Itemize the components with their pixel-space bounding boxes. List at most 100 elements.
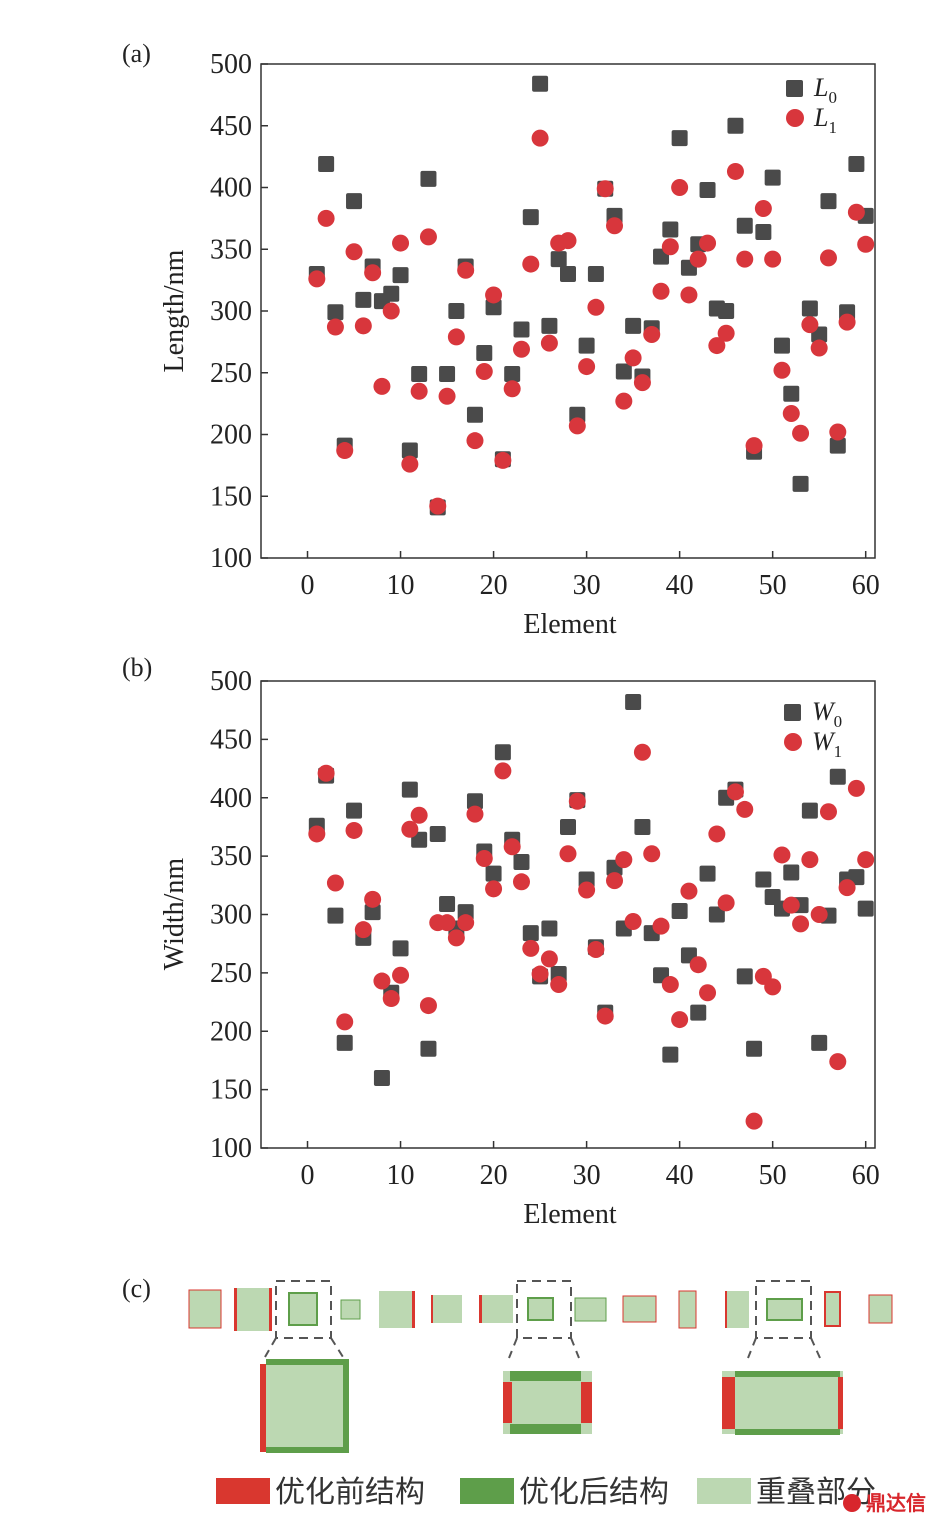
x-tick-label: 0 [301,570,315,601]
structure-edge [725,1291,727,1328]
data-point-square [401,442,418,459]
x-tick-label: 60 [852,1160,880,1191]
data-point-square [662,1046,679,1063]
zoom-selection-boxes [275,1280,812,1339]
data-point-circle [819,249,837,267]
data-point-square [373,1069,390,1086]
data-point-circle [754,199,772,217]
y-tick-label: 350 [210,841,252,872]
data-point-square [783,385,800,402]
legend-square-marker [786,80,803,97]
data-point-circle [587,298,605,316]
structure-element [479,1295,513,1323]
y-tick-label: 250 [210,958,252,989]
data-point-circle [326,318,344,336]
y-tick-label: 100 [210,1133,252,1164]
data-point-square [346,193,363,210]
data-point-circle [736,250,754,268]
data-point-circle [447,929,465,947]
data-point-circle [578,881,596,899]
data-point-circle [438,387,456,405]
guide-line [570,1337,580,1359]
data-point-circle [596,1007,614,1025]
data-point-circle [401,455,419,473]
y-tick-label: 450 [210,111,252,142]
guide-line [810,1337,821,1359]
data-point-circle [308,825,326,843]
data-point-square [671,902,688,919]
x-ticks: 0 10 20 30 40 50 60 [301,1141,880,1191]
structure-element [188,1289,222,1329]
data-point-square [736,968,753,985]
data-point-square [364,904,381,921]
x-tick-label: 30 [573,1160,601,1191]
y-axis-label: Length/nm [159,249,190,372]
structure-element [868,1294,893,1324]
data-point-square [401,781,418,798]
legend-square-marker [784,704,801,721]
x-tick-label: 0 [301,1160,315,1191]
data-point-circle [643,845,661,863]
x-tick-label: 30 [573,570,601,601]
zoom-box-1 [275,1280,332,1339]
y-tick-label: 150 [210,481,252,512]
data-point-circle [410,806,428,824]
y-tick-label: 250 [210,358,252,389]
data-point-square [829,768,846,785]
data-point-circle [457,261,475,279]
data-point-square [494,744,511,761]
y-tick-label: 300 [210,296,252,327]
data-point-circle [540,950,558,968]
structure-element [678,1290,697,1329]
data-point-square [448,303,465,319]
data-point-circle [717,324,735,342]
data-point-circle [419,997,437,1015]
data-point-circle [308,270,326,288]
data-point-square [671,130,688,147]
data-point-circle [726,783,744,801]
structure-element [622,1295,657,1323]
legend-label-w0-base: W [812,697,836,726]
data-point-circle [745,437,763,455]
data-point-square [466,406,483,423]
panel-b-label: (b) [122,653,152,682]
data-point-circle [550,976,568,994]
zoom-guide-lines [264,1337,821,1359]
plot-frame [260,63,876,559]
data-point-circle [699,234,717,252]
data-point-circle [606,872,624,890]
data-point-square [439,365,456,382]
data-point-circle [643,325,661,343]
data-point-square [625,694,642,711]
legend-overlap-swatch [697,1478,751,1504]
data-point-square [699,865,716,882]
data-point-circle [336,442,354,460]
data-point-circle [457,914,475,932]
data-point-circle [494,451,512,469]
before-edge [838,1377,843,1429]
data-point-square [773,337,790,354]
data-point-circle [522,939,540,957]
data-point-square [485,865,502,882]
data-point-circle [810,339,828,357]
data-point-circle [782,896,800,914]
data-point-circle [708,825,726,843]
data-point-circle [578,358,596,376]
structure-comparison: 优化前结构 优化后结构 重叠部分 鼎达信 [188,1280,926,1515]
data-point-square [699,181,716,198]
data-point-circle [624,913,642,931]
data-point-circle [475,849,493,867]
guide-line [747,1337,757,1359]
y-tick-label: 500 [210,49,252,80]
data-point-circle [596,180,614,198]
data-point-circle [512,340,530,358]
structure-element [824,1291,841,1327]
data-point-circle [857,851,875,869]
watermark: 鼎达信 [843,1491,926,1515]
data-point-square [532,75,549,92]
data-point-circle [317,764,335,782]
y-tick-label: 500 [210,666,252,697]
data-point-circle [475,363,493,381]
